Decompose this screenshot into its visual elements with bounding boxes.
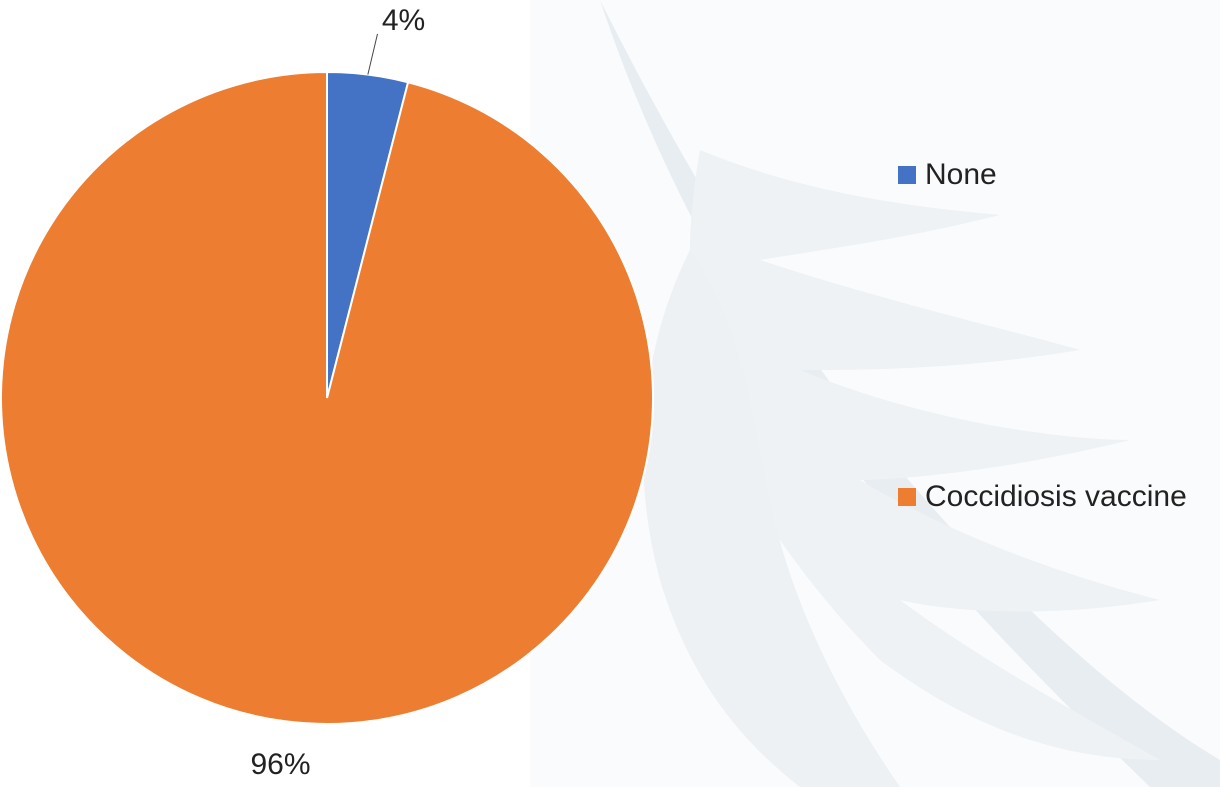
legend-swatch [898, 166, 916, 184]
chart: 4% 96% None Coccidiosis vaccine [0, 0, 1220, 787]
pie-slice [1, 72, 653, 724]
data-label: 4% [382, 4, 425, 37]
legend-swatch [898, 488, 916, 506]
legend-label: Coccidiosis vaccine [925, 480, 1187, 513]
leader-line [368, 34, 378, 75]
legend-label: None [925, 158, 997, 191]
data-label: 96% [250, 748, 310, 781]
